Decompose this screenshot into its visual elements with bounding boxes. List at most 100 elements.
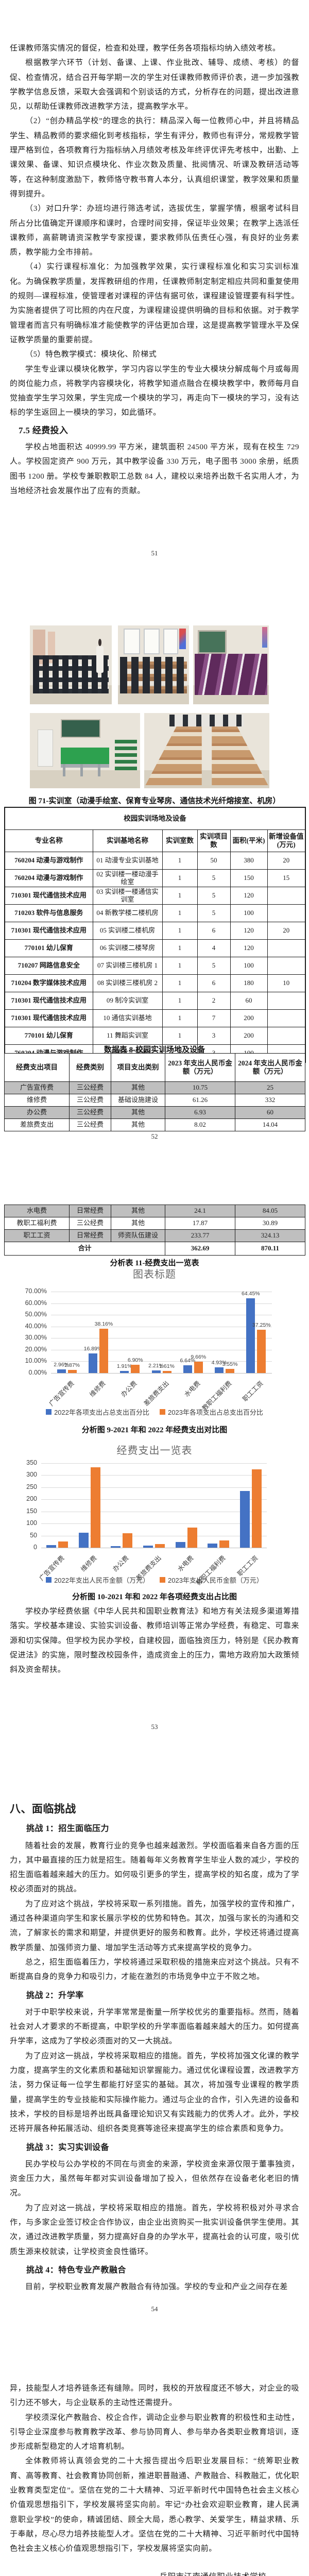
- bar-value-label: 2.87%: [64, 1362, 80, 1368]
- table-row: 教职工福利费 三公经费 其他 17.87 30.89: [4, 1217, 305, 1230]
- paragraph: 异，技能型人才培养链条还有缝隙。同时，我校的开放程度还不够大，对企业的吸引力还不…: [10, 2384, 299, 2408]
- funding-source-paragraph: 学校办学经费依据《中华人民共和国职业教育法》和地方有关法规多渠道筹措落实。学校基…: [10, 1607, 299, 1674]
- photo-poster: [179, 629, 186, 649]
- page-55-text: 异，技能型人才培养链条还有缝隙。同时，我校的开放程度还不够大，对企业的吸引力还不…: [10, 2381, 299, 2576]
- bar-2023: [131, 1365, 140, 1373]
- column-header: 新增设备值(万元): [267, 829, 306, 852]
- table-cell: 760204 动漫与游戏制作: [4, 869, 93, 887]
- photo-back-wall-equipment: [169, 714, 245, 727]
- challenge-title: 挑战 4：特色专业产教融合: [26, 2265, 126, 2275]
- table-cell: 07 实训楼三楼机房 1: [92, 957, 163, 975]
- table-cell: 水电费: [4, 1205, 70, 1217]
- table-row: 760204 动漫与游戏制作 01 动漫专业实训基地 1 50 380 20: [4, 852, 306, 870]
- table-cell: 职工工资: [4, 1229, 70, 1242]
- bar-value-label: 16.89%: [83, 1345, 102, 1352]
- bar-2022: [215, 1367, 224, 1373]
- table-cell: 770101 幼儿保育: [4, 939, 93, 957]
- table-cell: 08 实训楼三楼机房 2: [92, 974, 163, 992]
- y-axis-tick-label: 30.00%: [25, 1334, 47, 1342]
- table-cell: 710203 软件与信息服务: [4, 904, 93, 922]
- table-row: 广告宣传费 三公经费 其他 10.75 25: [4, 1081, 305, 1094]
- table-row: 710207 网路信息安全 07 实训楼三楼机房 1 1 5 100: [4, 957, 306, 975]
- gridline: [41, 1475, 267, 1476]
- facility-table: 校园实训场地及设备 专业名称 实训基地名称 实训室数 实训项目数 面积(平米) 新增设备值…: [4, 807, 306, 1063]
- bar-value-label: 38.16%: [94, 1320, 113, 1327]
- table-cell: 25: [235, 1081, 305, 1094]
- table-cell: 5: [197, 904, 231, 922]
- photo-computer-lab-rows: [30, 625, 112, 704]
- table-cell: 三公经费: [69, 1081, 111, 1094]
- photo-banner: [262, 627, 268, 648]
- bar-2023: [194, 1362, 203, 1373]
- bar-value-label: 37.25%: [252, 1321, 271, 1328]
- table-cell: 710207 网路信息安全: [4, 957, 93, 975]
- table-cell: 其他: [111, 1106, 165, 1119]
- training-room-photo-grid: [0, 625, 309, 791]
- table-cell: 5: [197, 887, 231, 905]
- y-axis-tick-label: 20.00%: [25, 1345, 47, 1353]
- table-row: 710301 现代通信技术应用 05 实训楼二楼机房 1 6 120 20: [4, 922, 306, 940]
- bar-2023: [99, 1328, 108, 1373]
- table-cell: 11 舞蹈实训室: [92, 1027, 163, 1045]
- paragraph: 任课教师落实情况的督促，检查和处理，教学任务各项指标均纳入绩效考核。: [10, 44, 281, 53]
- paragraph: 全体教师将认真领会党的二十大报告提出今后职业发展目标：“统筹职业教育、高等教育、…: [10, 2457, 299, 2553]
- table-cell: 3: [197, 1027, 231, 1045]
- expense-table-body-p53: 水电费 日常经费 其他 24.1 84.05 教职工福利费 三公经费 其他 17.87 30.89…: [4, 1205, 305, 1242]
- table-cell: 03 实训楼一楼通信实训室: [92, 887, 163, 905]
- y-axis-tick-label: 0: [33, 1544, 37, 1551]
- gridline: [51, 1373, 272, 1374]
- gridline: [41, 1523, 267, 1524]
- table-cell: 日常经费: [69, 1205, 111, 1217]
- challenge-title: 挑战 3：实习实训设备: [26, 2143, 109, 2152]
- legend-item: 2023年支出人民币金额（万元）: [160, 1575, 263, 1585]
- paragraph: 对于中职学校来说，升学率常常是衡量一所学校优劣的重要指标。然而，随着社会对人才要…: [10, 2008, 299, 2046]
- paragraph: 为了应对这个挑战，学校将采取一系列措施。首先，加强学校的宣传和推广，通过各种渠道…: [10, 1900, 299, 1952]
- bar-value-label: 2.96%: [54, 1362, 70, 1368]
- bar-2022: [120, 1370, 129, 1373]
- photo-blackboard: [197, 630, 227, 654]
- column-header: 实训基地名称: [92, 829, 163, 852]
- page-number-52: 52: [151, 1132, 158, 1140]
- photo-cabinet: [37, 730, 53, 767]
- facility-table-body: 760204 动漫与游戏制作 01 动漫专业实训基地 1 50 380 20 760204 …: [4, 852, 306, 1063]
- paragraph: 目前，学校职业教育发展产教融合有待加强。学校的专业和产业之间存在差: [25, 2283, 288, 2292]
- table-cell: 10: [267, 974, 306, 992]
- bar-2023: [90, 1467, 100, 1548]
- table-cell: 380: [230, 852, 268, 870]
- table-row: 710204 数字媒体技术应用 08 实训楼三楼机房 2 1 6 180 10: [4, 974, 306, 992]
- photo-wooden-glass-desks-lab: [144, 713, 269, 788]
- table-cell: 332: [235, 1094, 305, 1107]
- table-cell: 其他: [111, 1217, 165, 1230]
- facility-table-header-row: 专业名称 实训基地名称 实训室数 实训项目数 面积(平米) 新增设备值(万元): [4, 829, 306, 852]
- table-cell: 61.26: [165, 1094, 235, 1107]
- table-cell: 710301 现代通信技术应用: [4, 922, 93, 940]
- photo-green-workbench-room: [30, 713, 140, 788]
- table-cell: 1: [162, 869, 198, 887]
- table-cell: [267, 887, 306, 905]
- table-cell: [267, 939, 306, 957]
- table-cell: 14.04: [235, 1118, 305, 1131]
- bar-2022: [88, 1353, 97, 1373]
- table-cell: 2: [197, 992, 231, 1010]
- analysis-figure-9-caption: 分析图 9-2021 年和 2022 年经费支出对比图: [81, 1426, 228, 1434]
- y-axis-tick-label: 50.00%: [25, 1311, 47, 1318]
- gridline: [41, 1499, 267, 1500]
- chart-legend: 2022年支出人民币金额（万元） 2023年支出人民币金额（万元）: [0, 1575, 309, 1585]
- bar-2022: [175, 1541, 185, 1548]
- bar-value-label: 6.90%: [127, 1357, 143, 1364]
- table-cell: [267, 1027, 306, 1045]
- table-cell: 710301 现代通信技术应用: [4, 887, 93, 905]
- table-cell: 04 新教学楼二楼机房: [92, 904, 163, 922]
- photo-desk-row-right: [212, 726, 268, 786]
- photo-computer-tables: [120, 657, 187, 693]
- paragraph: （3）对口升学：办班均进行筛选考试，选拔优生，掌握学情，根据考试科目所占分比值确…: [10, 205, 299, 257]
- table-cell: 4: [197, 939, 231, 957]
- table-cell: 1: [162, 992, 198, 1010]
- table-cell: 其他: [111, 1118, 165, 1131]
- table-cell: 60: [230, 992, 268, 1010]
- table-cell: 三公经费: [69, 1118, 111, 1131]
- table-row: 办公费 三公经费 其他 6.93 60: [4, 1106, 305, 1119]
- paragraph: （4）实行课程标准化：为加强教学效果，实行课程标准化和实习实训标准化。为确保教学…: [10, 263, 299, 344]
- paragraph: （2）“创办精品学校”的理念的执行：精品深入每一位教师心中，并且将精品学生、精品…: [10, 117, 299, 198]
- paragraph: 学校须深化产教融合、校企合作，调动企业参与职业教育的积极性和主动性，引导企业深度…: [10, 2413, 299, 2451]
